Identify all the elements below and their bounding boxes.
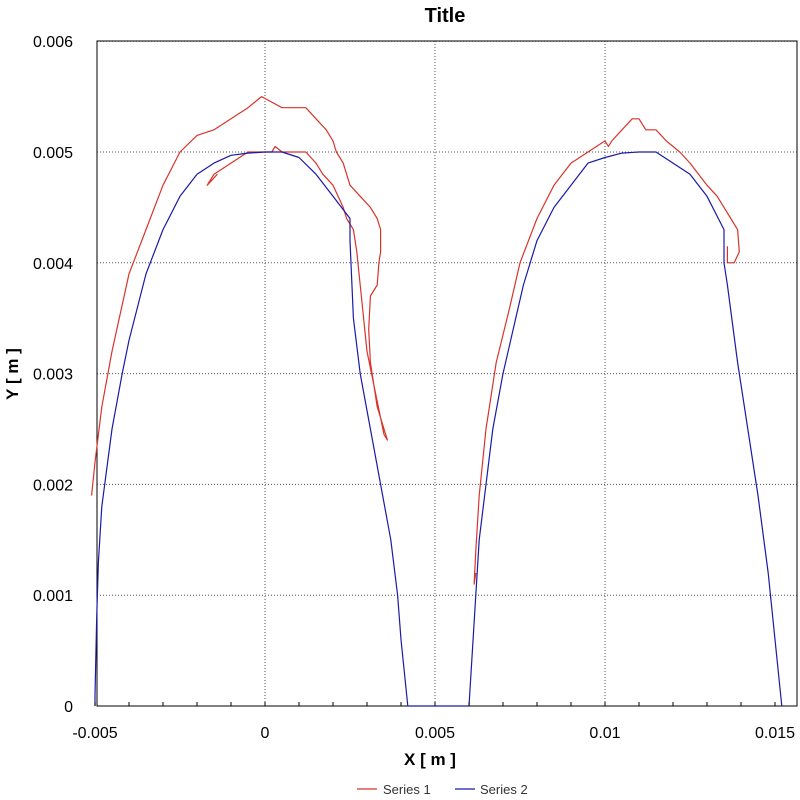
- y-tick-label: 0: [64, 699, 73, 716]
- x-tick-label: 0.01: [589, 725, 620, 742]
- x-axis-label: X [ m ]: [404, 750, 456, 769]
- x-tick-label: 0.005: [415, 725, 455, 742]
- legend: Series 1 Series 2: [357, 782, 528, 797]
- y-tick-label: 0.006: [33, 34, 73, 51]
- legend-label-series-2: Series 2: [480, 782, 528, 797]
- y-axis-label: Y [ m ]: [3, 348, 22, 400]
- y-tick-label: 0.005: [33, 145, 73, 162]
- x-tick-label: 0.015: [755, 725, 795, 742]
- x-tick-label: 0: [261, 725, 270, 742]
- y-tick-label: 0.003: [33, 367, 73, 384]
- y-tick-label: 0.004: [33, 256, 73, 273]
- chart-title: Title: [425, 5, 466, 27]
- y-tick-label: 0.001: [33, 588, 73, 605]
- series-line-1: [91, 96, 740, 585]
- y-tick-label: 0.002: [33, 477, 73, 494]
- tick-layer: -0.005 0 0.005 0.01 0.015 0 0.001 0.002 0.003 0.0…: [33, 34, 795, 742]
- series-line-2: [94, 151, 783, 707]
- series-layer: [91, 96, 783, 707]
- grid: [97, 40, 797, 706]
- x-tick-label: -0.005: [72, 725, 117, 742]
- legend-label-series-1: Series 1: [383, 782, 431, 797]
